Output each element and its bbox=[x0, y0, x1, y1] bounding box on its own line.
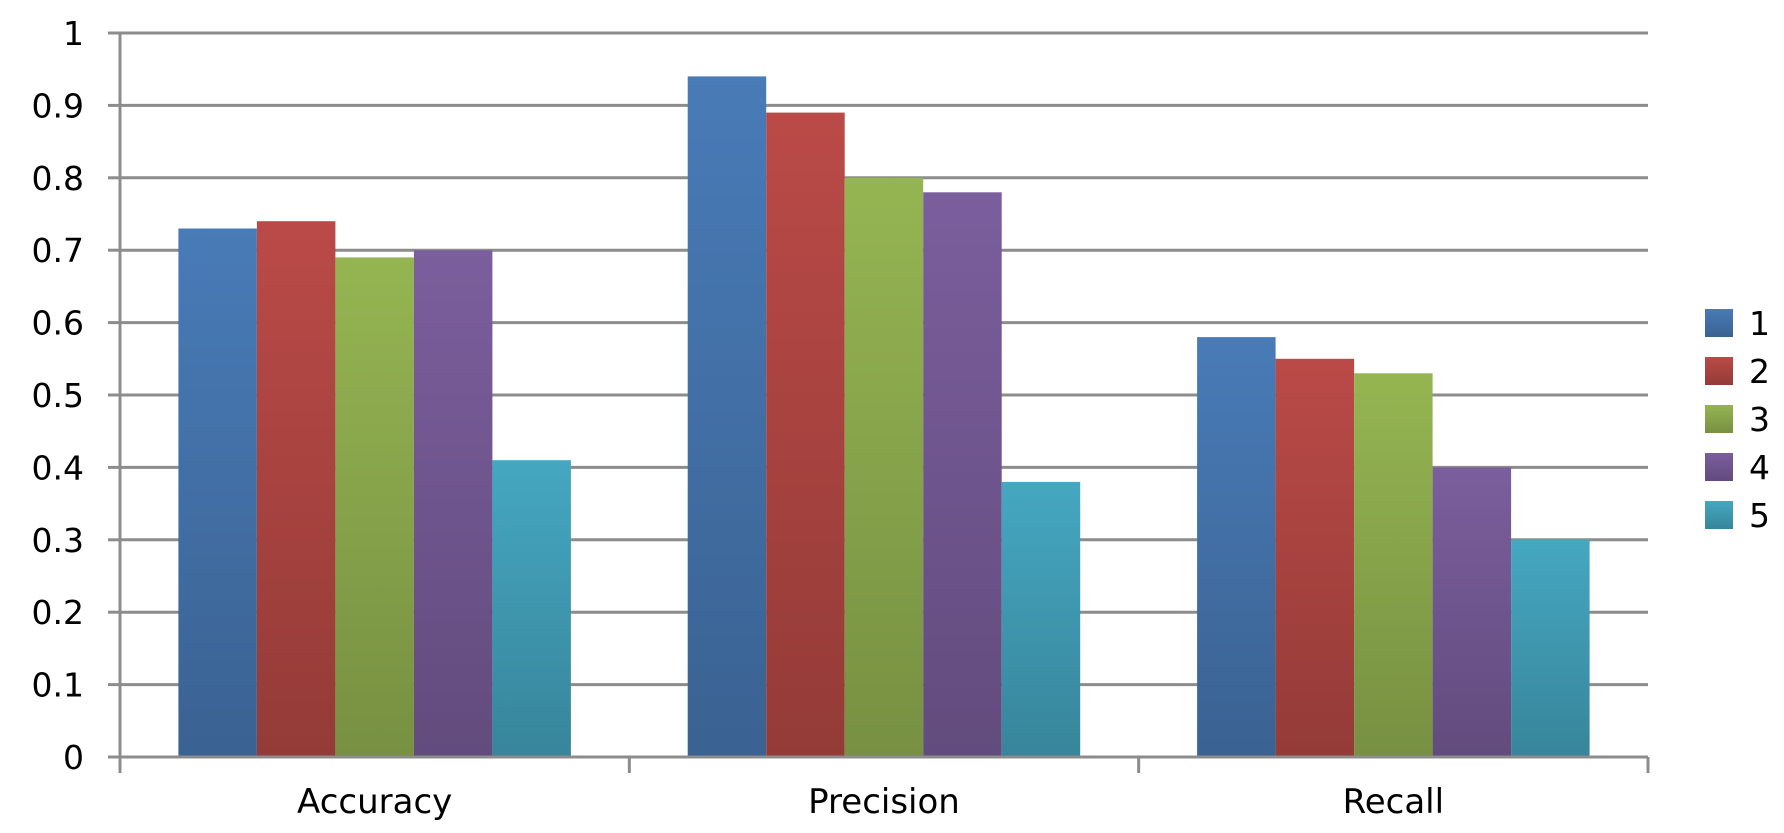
bar-precision-series-4 bbox=[923, 192, 1002, 758]
bar-recall-series-5 bbox=[1511, 539, 1590, 757]
legend-swatch bbox=[1705, 357, 1733, 385]
legend-swatch bbox=[1705, 501, 1733, 529]
bar-accuracy-series-2 bbox=[256, 221, 336, 757]
legend-swatch bbox=[1705, 453, 1733, 481]
x-category-labels: Accuracy Precision Recall bbox=[297, 782, 1444, 822]
x-category-label: Recall bbox=[1343, 782, 1444, 822]
bar-accuracy-series-1 bbox=[178, 228, 257, 757]
x-category-label: Accuracy bbox=[297, 782, 452, 822]
y-tick-label: 0.1 bbox=[32, 666, 84, 705]
legend-item: 4 bbox=[1705, 448, 1770, 487]
legend-item: 1 bbox=[1705, 304, 1770, 343]
y-tick-label: 0.7 bbox=[32, 231, 84, 270]
y-tick-label: 0.6 bbox=[32, 304, 84, 343]
y-tick-label: 0.8 bbox=[32, 159, 84, 198]
legend-label: 2 bbox=[1749, 352, 1770, 391]
bars bbox=[178, 76, 1590, 758]
y-tick-label: 0.9 bbox=[32, 86, 84, 125]
bar-recall-series-3 bbox=[1354, 373, 1433, 757]
bar-accuracy-series-3 bbox=[335, 257, 414, 757]
legend-label: 4 bbox=[1749, 448, 1770, 487]
bar-precision-series-1 bbox=[687, 76, 767, 757]
bar-accuracy-series-5 bbox=[492, 460, 571, 757]
bar-precision-series-5 bbox=[1001, 481, 1081, 757]
y-tick-label: 0 bbox=[63, 738, 84, 777]
legend: 1 2 3 4 5 bbox=[1705, 304, 1770, 535]
bar-accuracy-series-4 bbox=[413, 250, 493, 757]
legend-item: 2 bbox=[1705, 352, 1770, 391]
legend-swatch bbox=[1705, 405, 1733, 433]
y-tick-label: 0.4 bbox=[32, 448, 84, 487]
legend-label: 1 bbox=[1749, 304, 1770, 343]
legend-item: 3 bbox=[1705, 400, 1770, 439]
x-category-label: Precision bbox=[808, 782, 960, 822]
bar-recall-series-4 bbox=[1432, 467, 1512, 757]
axes bbox=[108, 31, 1650, 773]
bar-precision-series-3 bbox=[844, 177, 924, 758]
legend-item: 5 bbox=[1705, 496, 1770, 535]
bar-recall-series-1 bbox=[1197, 337, 1276, 757]
y-tick-label: 0.3 bbox=[32, 521, 84, 560]
bar-recall-series-2 bbox=[1275, 358, 1355, 757]
y-tick-label: 1 bbox=[63, 14, 84, 53]
legend-label: 3 bbox=[1749, 400, 1770, 439]
y-tick-labels: 0 0.1 0.2 0.3 0.4 0.5 0.6 0.7 0.8 0.9 1 bbox=[32, 14, 84, 777]
y-tick-label: 0.2 bbox=[32, 593, 84, 632]
bar-precision-series-2 bbox=[766, 112, 845, 758]
legend-label: 5 bbox=[1749, 496, 1770, 535]
legend-swatch bbox=[1705, 309, 1733, 337]
y-tick-label: 0.5 bbox=[32, 376, 84, 415]
